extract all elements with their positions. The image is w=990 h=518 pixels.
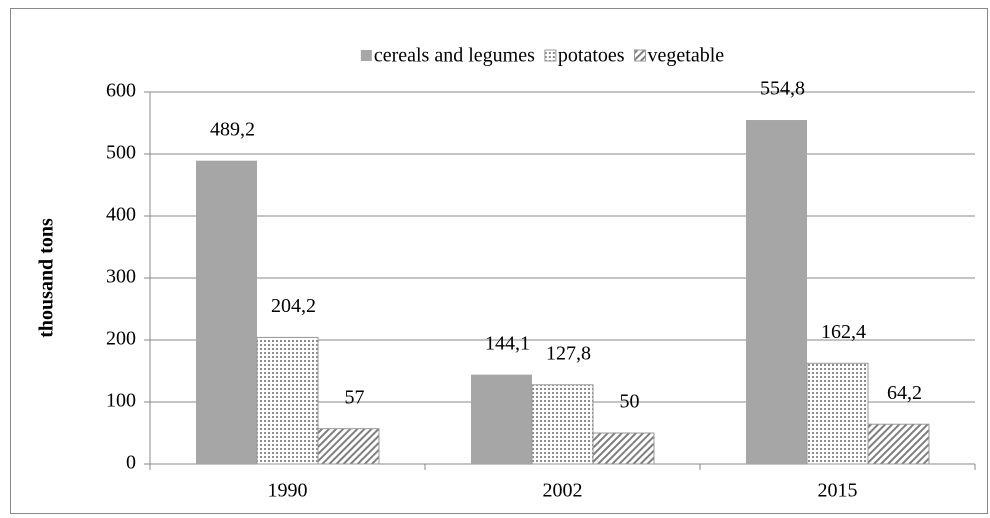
y-axis-label: thousand tons	[36, 218, 58, 338]
legend: cereals and legumes potatoes vegetable	[360, 45, 725, 67]
value-label: 64,2	[887, 382, 922, 404]
x-tick-label: 2002	[543, 480, 583, 502]
y-tick-label: 100	[106, 390, 136, 412]
bar	[746, 120, 807, 465]
legend-label: cereals and legumes	[374, 45, 535, 67]
y-tick-label: 500	[106, 142, 136, 164]
y-tick-label: 300	[106, 266, 136, 288]
value-label: 144,1	[485, 332, 530, 354]
value-label: 50	[620, 391, 640, 413]
legend-swatch	[544, 49, 557, 62]
value-label: 127,8	[546, 342, 591, 364]
bar	[471, 374, 532, 464]
bar	[806, 362, 869, 465]
x-tick-label: 2015	[818, 480, 858, 502]
bar	[196, 160, 257, 465]
value-label: 489,2	[210, 118, 255, 140]
bar	[317, 428, 380, 465]
legend-label: vegetable	[648, 45, 725, 67]
value-label: 204,2	[271, 295, 316, 317]
bar	[531, 384, 594, 465]
y-tick-label: 600	[106, 80, 136, 102]
y-tick-label: 0	[126, 452, 136, 474]
value-label: 554,8	[760, 78, 805, 100]
y-tick-label: 400	[106, 204, 136, 226]
value-label: 57	[345, 386, 365, 408]
bar	[592, 432, 655, 465]
y-tick-label: 200	[106, 328, 136, 350]
value-label: 162,4	[821, 321, 866, 343]
x-tick-label: 1990	[268, 480, 308, 502]
bar	[256, 336, 319, 465]
legend-swatch	[634, 49, 647, 62]
legend-swatch	[360, 50, 372, 61]
bar	[867, 423, 930, 465]
legend-label: potatoes	[558, 45, 625, 67]
